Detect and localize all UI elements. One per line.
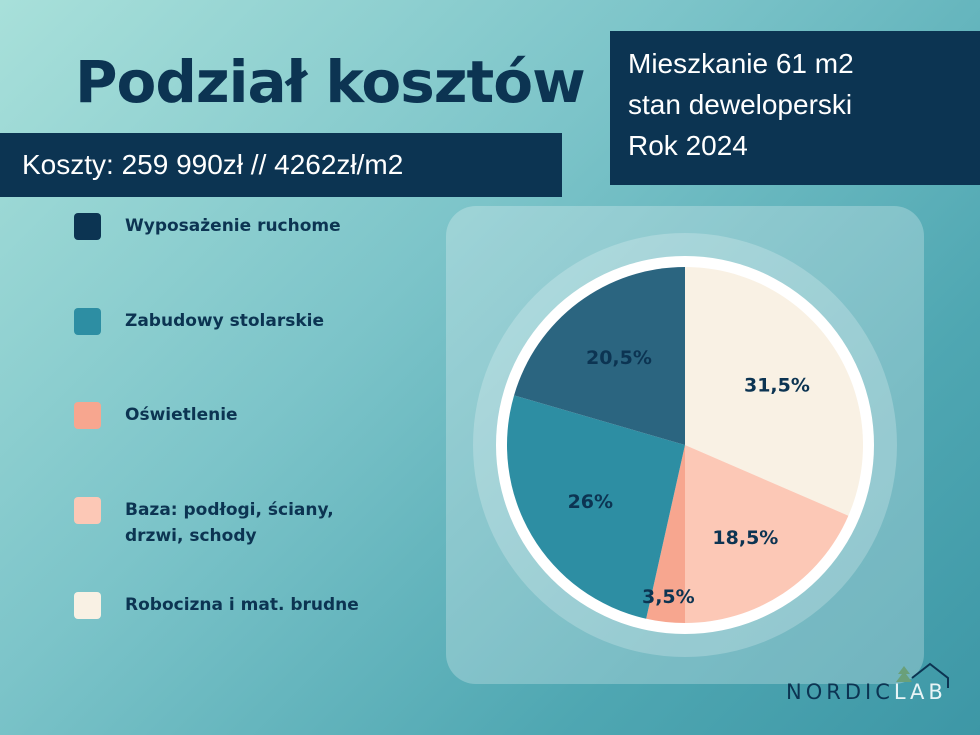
legend-swatch xyxy=(74,592,101,619)
apartment-info-box: Mieszkanie 61 m2 stan deweloperski Rok 2… xyxy=(610,31,980,185)
legend-item: Oświetlenie xyxy=(74,402,365,429)
info-year: Rok 2024 xyxy=(628,130,748,161)
nordiclab-logo: NORDICLAB xyxy=(786,660,976,710)
legend-swatch xyxy=(74,497,101,524)
slice-label: 26% xyxy=(568,491,613,513)
house-tree-icon xyxy=(896,662,949,688)
cost-summary-bar: Koszty: 259 990zł // 4262zł/m2 xyxy=(0,133,562,197)
pie-slice xyxy=(685,267,864,516)
legend-swatch xyxy=(74,308,101,335)
pie-slice xyxy=(685,445,849,623)
legend-label: Wyposażenie ruchome xyxy=(125,216,341,236)
legend-label: Oświetlenie xyxy=(125,405,238,425)
slice-label: 3,5% xyxy=(642,586,695,608)
slice-label: 31,5% xyxy=(744,375,810,397)
legend-item: Robocizna i mat. brudne xyxy=(74,592,365,619)
info-standard: stan deweloperski xyxy=(628,89,853,120)
logo-part-nordic: NORDIC xyxy=(786,680,894,704)
pie-slice xyxy=(514,267,685,445)
legend-label: Zabudowy stolarskie xyxy=(125,311,325,331)
logo-wordmark: NORDICLAB xyxy=(786,680,947,704)
legend-item: Zabudowy stolarskie xyxy=(74,308,365,335)
logo-part-lab: LAB xyxy=(893,680,947,704)
legend-label: Baza: podłogi, ściany, drzwi, schody xyxy=(125,500,334,546)
slice-label: 18,5% xyxy=(712,527,778,549)
pie-slice xyxy=(646,445,685,623)
legend-item: Wyposażenie ruchome xyxy=(74,213,365,240)
page-title: Podział kosztów xyxy=(75,48,586,116)
legend-item: Baza: podłogi, ściany, drzwi, schody xyxy=(74,497,365,549)
legend-swatch xyxy=(74,402,101,429)
info-area: Mieszkanie 61 m2 xyxy=(628,48,854,79)
cost-summary-text: Koszty: 259 990zł // 4262zł/m2 xyxy=(22,149,404,180)
legend-label: Robocizna i mat. brudne xyxy=(125,595,359,615)
pie-slice xyxy=(507,395,685,619)
legend-swatch xyxy=(74,213,101,240)
slice-label: 20,5% xyxy=(586,347,652,369)
